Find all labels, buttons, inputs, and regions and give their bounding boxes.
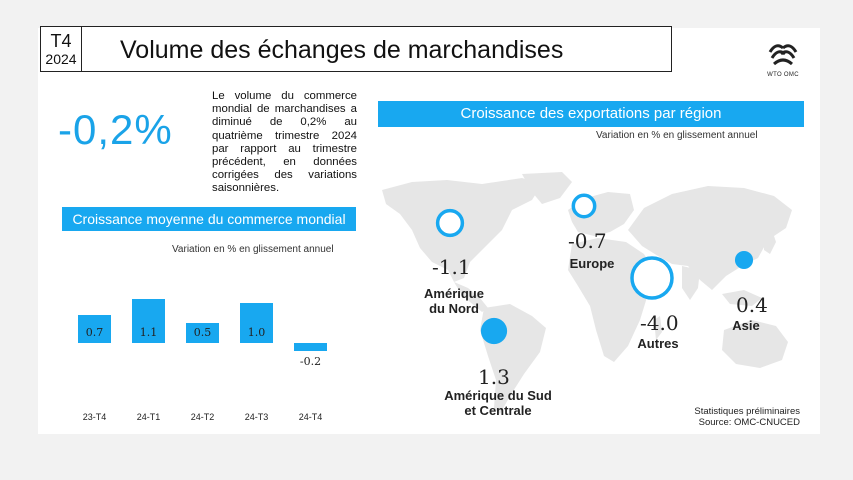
region-name-label: Amérique du Sud — [444, 388, 552, 403]
region-value-label: 0.4 — [736, 293, 768, 317]
footnote-source: Source: OMC-CNUCED — [698, 417, 800, 428]
bar-category-label: 24-T4 — [299, 412, 323, 422]
headline-description: Le volume du commerce mondial de marchan… — [212, 90, 357, 195]
region-bubble — [571, 193, 597, 219]
footnote-preliminary: Statistiques préliminaires — [694, 406, 800, 417]
quarter-label: T4 — [50, 31, 72, 51]
bar-category-label: 24-T2 — [191, 412, 215, 422]
region-name-label: Amérique — [424, 286, 484, 301]
region-name-label: Europe — [570, 256, 615, 271]
bar-24-T4 — [294, 343, 327, 351]
bar-value-label: 1.0 — [248, 326, 266, 339]
wto-logo-icon — [768, 44, 798, 66]
left-panel-title: Croissance moyenne du commerce mondial — [62, 207, 356, 231]
region-bubble — [480, 317, 508, 345]
region-name-label: du Nord — [429, 301, 479, 316]
region-bubble — [630, 256, 674, 300]
region-value-label: -4.0 — [640, 311, 679, 335]
logo-text: WTO OMC — [767, 72, 799, 78]
bar-24-T2 — [186, 323, 219, 343]
region-name-label: Asie — [732, 318, 759, 333]
bar-category-label: 24-T1 — [137, 412, 161, 422]
left-panel-subtitle: Variation en % en glissement annuel — [172, 244, 334, 255]
bar-value-label: -0.2 — [300, 355, 321, 368]
bar-24-T3 — [240, 303, 273, 343]
bar-category-label: 24-T3 — [245, 412, 269, 422]
bar-value-label: 0.5 — [194, 326, 212, 339]
right-panel-subtitle: Variation en % en glissement annuel — [596, 130, 758, 141]
bar-23-T4 — [78, 315, 111, 343]
region-bubble — [734, 250, 754, 270]
headline-value: -0,2% — [58, 106, 173, 153]
region-bubble — [435, 208, 465, 238]
period-box: T4 2024 — [40, 26, 82, 72]
region-value-label: -1.1 — [432, 255, 471, 279]
year-label: 2024 — [45, 51, 77, 67]
footnote: Statistiques préliminaires Source: OMC-C… — [640, 406, 800, 428]
region-value-label: 1.3 — [478, 365, 510, 389]
region-name-label: et Centrale — [464, 403, 531, 418]
region-name-label: Autres — [637, 336, 678, 351]
bar-24-T1 — [132, 299, 165, 343]
region-value-label: -0.7 — [568, 229, 607, 253]
bar-value-label: 0.7 — [86, 326, 104, 339]
bar-chart: 0.7 23-T4 1.1 24-T1 0.5 24-T2 1.0 24-T3 -0.2 24-T… — [78, 299, 327, 422]
page-title: Volume des échanges de marchandises — [120, 36, 564, 64]
bar-category-label: 23-T4 — [83, 412, 107, 422]
bar-value-label: 1.1 — [140, 326, 158, 339]
right-panel-title: Croissance des exportations par région — [378, 101, 804, 127]
title-box: Volume des échanges de marchandises — [82, 26, 672, 72]
